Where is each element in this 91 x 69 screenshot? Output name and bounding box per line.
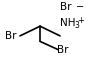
Text: −: −: [76, 2, 84, 12]
Text: Br: Br: [5, 31, 17, 41]
Text: NH: NH: [60, 18, 76, 28]
Text: Br: Br: [60, 2, 72, 12]
Text: 3: 3: [74, 21, 79, 30]
Text: Br: Br: [57, 45, 69, 55]
Text: +: +: [77, 16, 84, 25]
